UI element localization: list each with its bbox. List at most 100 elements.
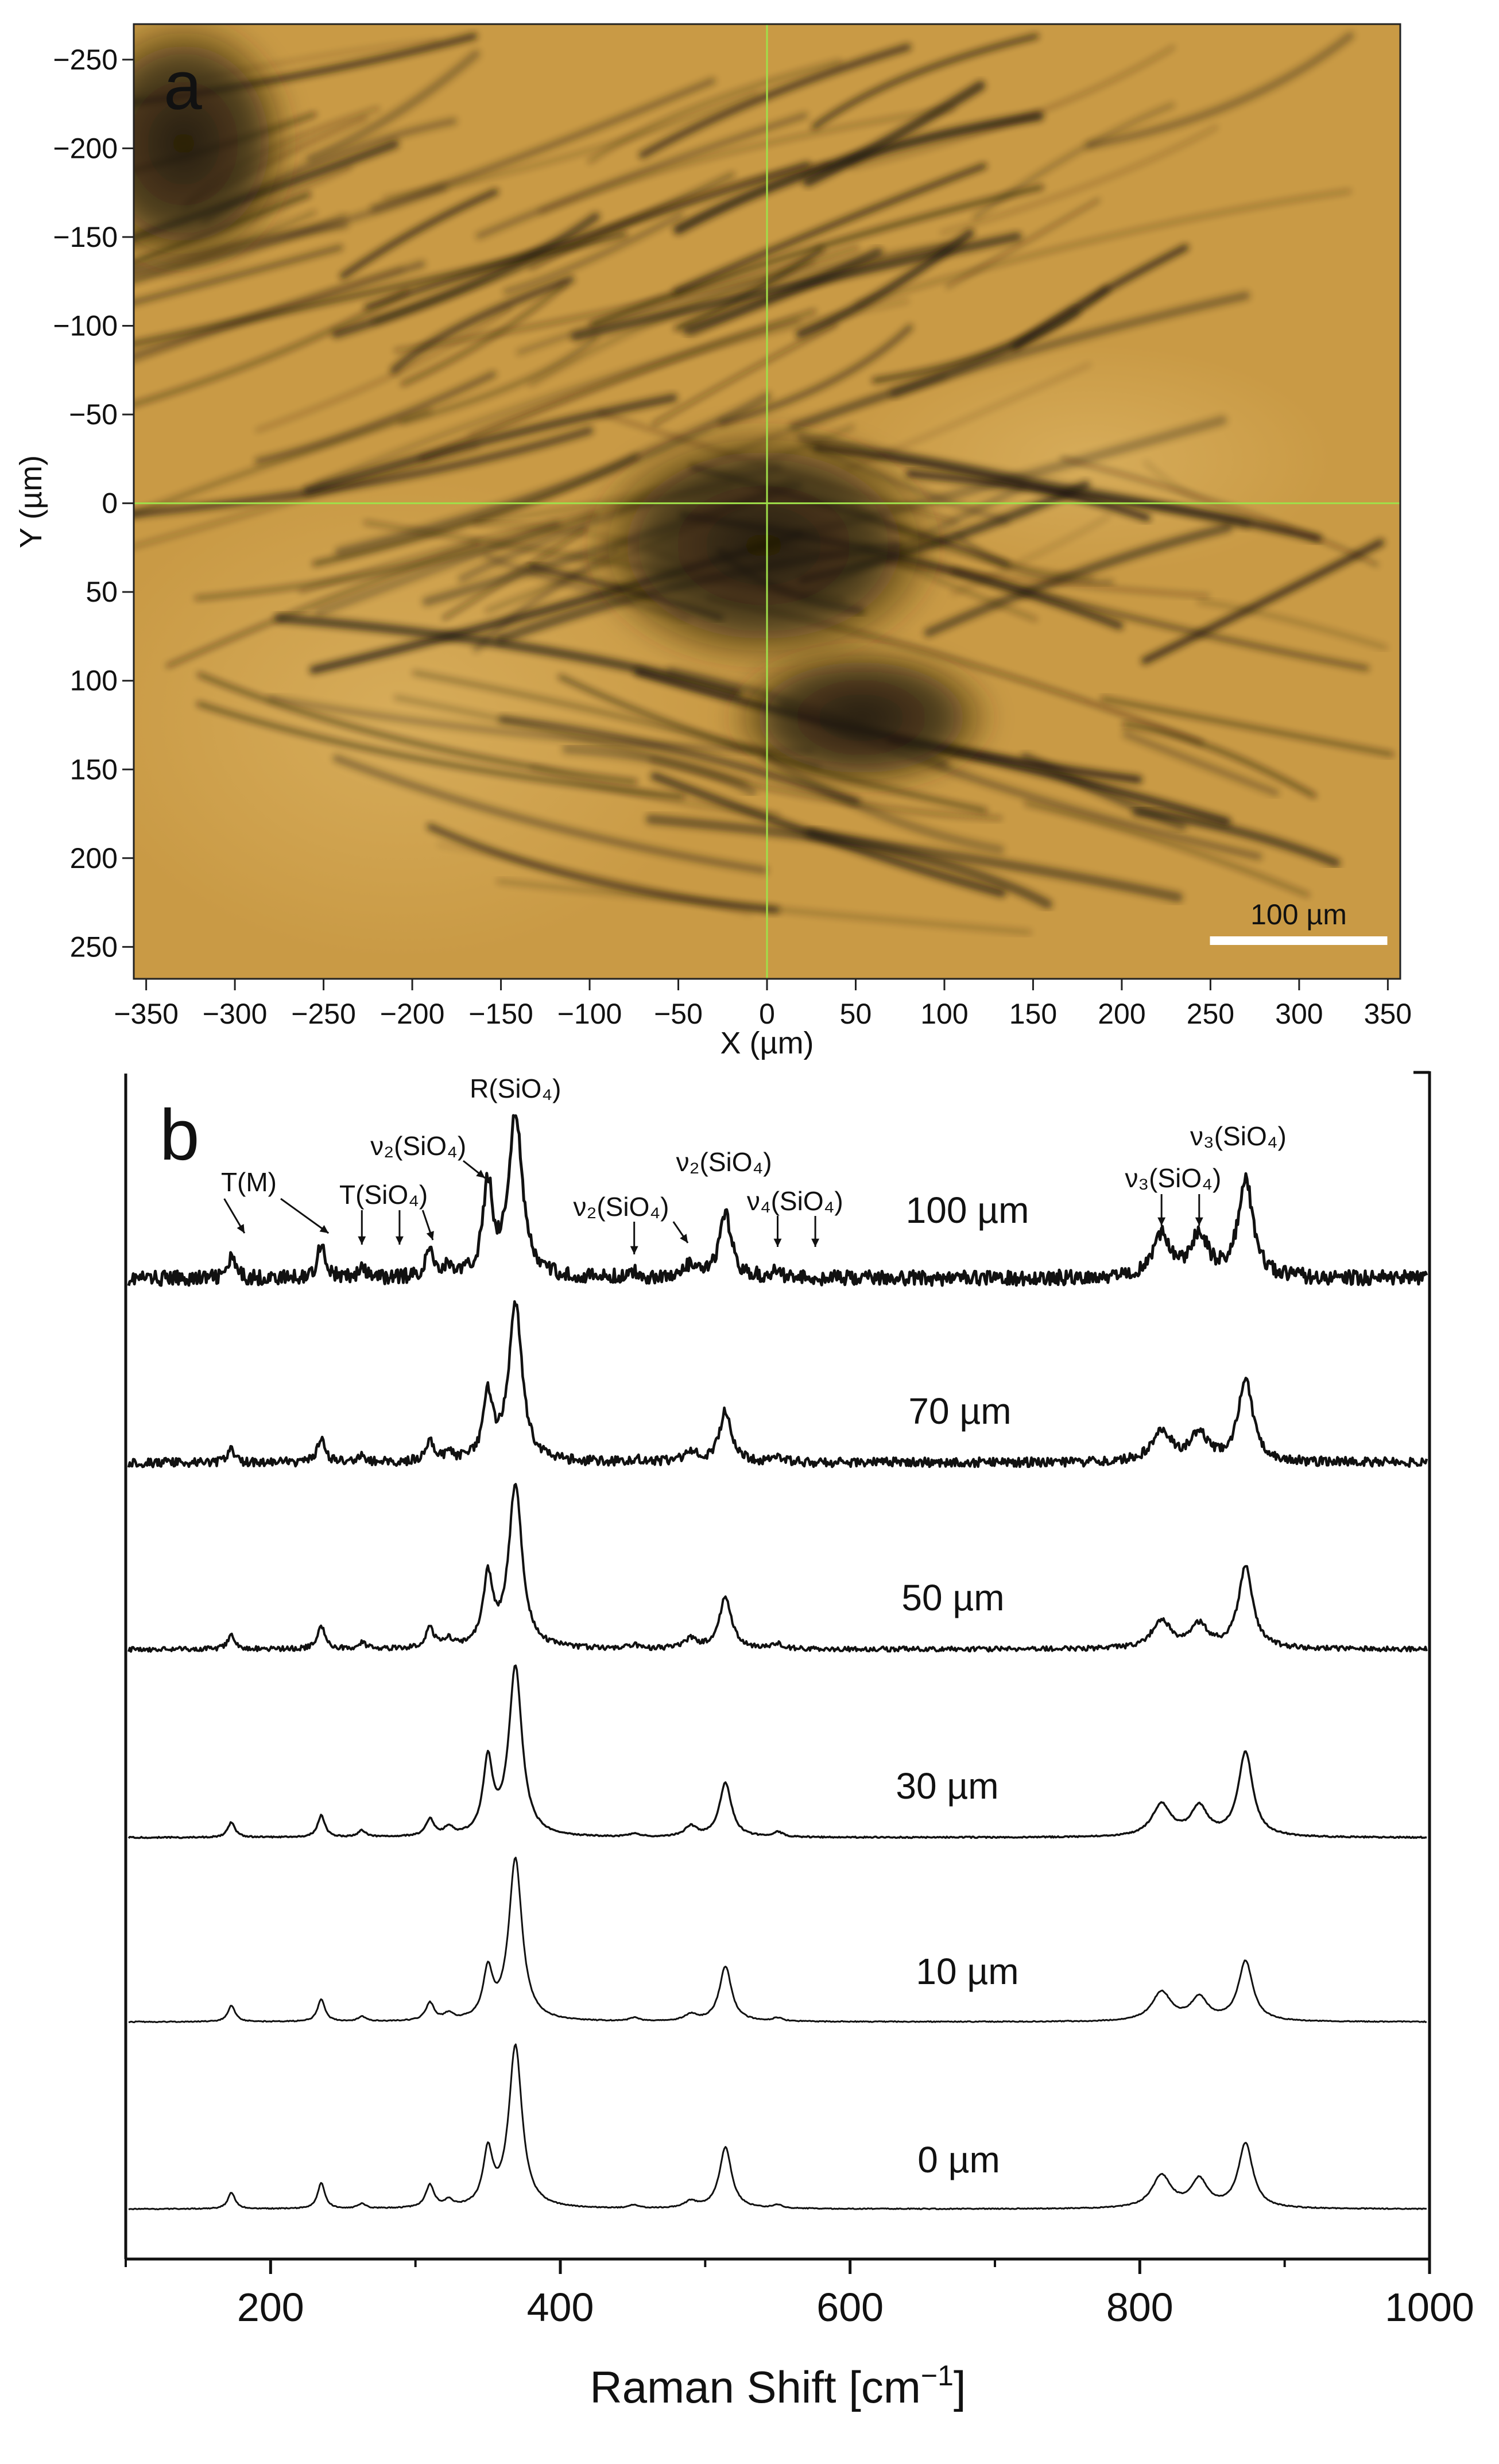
spectrum-line (127, 1300, 1428, 1469)
panel-b-letter: b (160, 1095, 200, 1175)
fiber-strand (951, 568, 1369, 671)
annotation-arrow-head (319, 1225, 329, 1233)
peak-annotation-label: ν₂(SiO₄) (370, 1131, 466, 1161)
fiber-strand (254, 371, 497, 464)
fiber-strand (134, 409, 432, 517)
spectrum-label: 50 µm (901, 1577, 1004, 1618)
annotation-arrow-head (773, 1238, 782, 1247)
fiber-strand (855, 189, 1351, 307)
fiber-strand (267, 694, 815, 755)
fiber-strand (401, 282, 567, 386)
x-axis-label-superscript: −1 (921, 2360, 954, 2392)
fiber-strand (305, 49, 481, 163)
fiber-strand (394, 246, 859, 352)
fiber-strand (390, 276, 575, 374)
panel-a-x-tick-label: 200 (1098, 998, 1145, 1030)
fiber-strand (134, 184, 448, 277)
fiber-strand (940, 125, 1218, 235)
fiber-strand (561, 744, 757, 797)
spectrum-line (127, 1483, 1428, 1653)
panel-a-y-tick-label: 150 (70, 753, 118, 785)
panel-a-y-tick-label: −250 (53, 44, 118, 76)
spectrum-line (127, 1664, 1427, 1839)
fiber-strand (587, 59, 842, 164)
dark-cluster-lower (723, 643, 999, 792)
panel-a-x-tick-label: 0 (759, 998, 775, 1030)
panel-a-y-tick-label: 50 (86, 576, 118, 608)
fiber-strand (274, 613, 742, 698)
fiber-strand (475, 112, 808, 239)
fiber-strand (571, 232, 1022, 341)
annotation-arrow-head (358, 1236, 366, 1245)
panel-a-y-tick-label: 200 (70, 842, 118, 874)
panel-a-y-tick-label: −50 (69, 398, 118, 431)
fiber-strand (683, 247, 883, 335)
panel-a-x-tick-label: 150 (1009, 998, 1057, 1030)
fiber-strand (528, 260, 815, 387)
spectrum-line (128, 1857, 1427, 2024)
fiber-strand (166, 542, 479, 668)
peak-annotations: R(SiO₄)T(M) T(SiO₄)ν₂(SiO₄)ν₂(SiO₄)ν₂(SiO… (221, 1074, 1287, 1254)
fiber-strand (339, 188, 499, 280)
annotation-arrow-head (811, 1238, 820, 1247)
panel-a-x-tick-label: 350 (1364, 998, 1412, 1030)
micrograph-image (134, 24, 1400, 979)
fiber-strand (946, 199, 1100, 288)
fiber-strand (673, 163, 987, 295)
fiber-strand (372, 172, 735, 324)
fiber-strand (400, 335, 599, 424)
fiber-strand (255, 306, 512, 432)
panel-b-x-tick-label: 1000 (1385, 2285, 1474, 2330)
fiber-texture (134, 32, 1394, 935)
panel-a-x-tick-label: −100 (557, 998, 622, 1030)
fiber-strand (503, 212, 684, 295)
panel-a-y-tick-label: −100 (53, 309, 118, 342)
peak-annotation-label: T(M) (221, 1167, 277, 1197)
fiber-strand (539, 107, 955, 214)
panel-a-y-tick-label: 0 (102, 487, 118, 520)
fiber-strand (1122, 730, 1280, 797)
fiber-strand (437, 843, 752, 915)
panel-b-x-tick-label: 200 (237, 2285, 304, 2330)
spectrum-label: 0 µm (917, 2139, 1000, 2180)
raman-spectra: 100 µm 70 µm 50 µm 30 µm 10 µm 0 µm (127, 1114, 1428, 2211)
fiber-strand (645, 814, 1183, 902)
fiber-strand (468, 299, 909, 437)
fiber-strand (1122, 722, 1316, 798)
annotation-arrow-head (630, 1246, 638, 1254)
panel-b-axes: 200 400 600 800 1000 (125, 2259, 1474, 2330)
panel-b-x-tick-label: 400 (527, 2285, 594, 2330)
fiber-strand (1085, 32, 1354, 149)
fiber-strand (1024, 801, 1310, 897)
annotation-arrow-head (476, 1169, 485, 1178)
spectrum-label: 100 µm (906, 1190, 1029, 1231)
fiber-strand (1132, 807, 1341, 867)
fiber-strand (134, 289, 409, 406)
fiber-strand (134, 210, 317, 284)
panel-a-x-tick-label: −350 (114, 998, 179, 1030)
peak-annotation-label: T(SiO₄) (339, 1180, 428, 1210)
dark-corner (134, 24, 299, 276)
fiber-strand (134, 260, 426, 360)
peak-annotation-label: ν₄(SiO₄) (747, 1186, 843, 1216)
scale-bar (1210, 936, 1388, 945)
annotation-arrow-head (237, 1224, 245, 1233)
fiber-strand (1101, 696, 1394, 757)
fiber-strand (134, 427, 594, 518)
spectrum-line (127, 1114, 1428, 1287)
annotation-arrow-head (1157, 1217, 1166, 1226)
annotation-arrow-shaft (280, 1198, 330, 1234)
fiber-strand (197, 672, 638, 784)
panel-b-x-tick-label: 600 (816, 2285, 884, 2330)
panel-a-y-axis-label: Y (µm) (14, 455, 48, 548)
fiber-strand (419, 309, 816, 460)
spectrum-label: 30 µm (896, 1765, 998, 1807)
panel-a-x-tick-label: 100 (920, 998, 968, 1030)
fiber-strand (956, 533, 1114, 585)
fiber-strand (335, 392, 772, 556)
peak-annotation-label: R(SiO₄) (470, 1074, 561, 1103)
panel-b: b 200 400 600 800 1000 100 µm 70 µm 50 µm 30 µm… (124, 1071, 1474, 2412)
fiber-strand (718, 324, 913, 427)
scale-bar-label: 100 µm (1250, 898, 1347, 931)
